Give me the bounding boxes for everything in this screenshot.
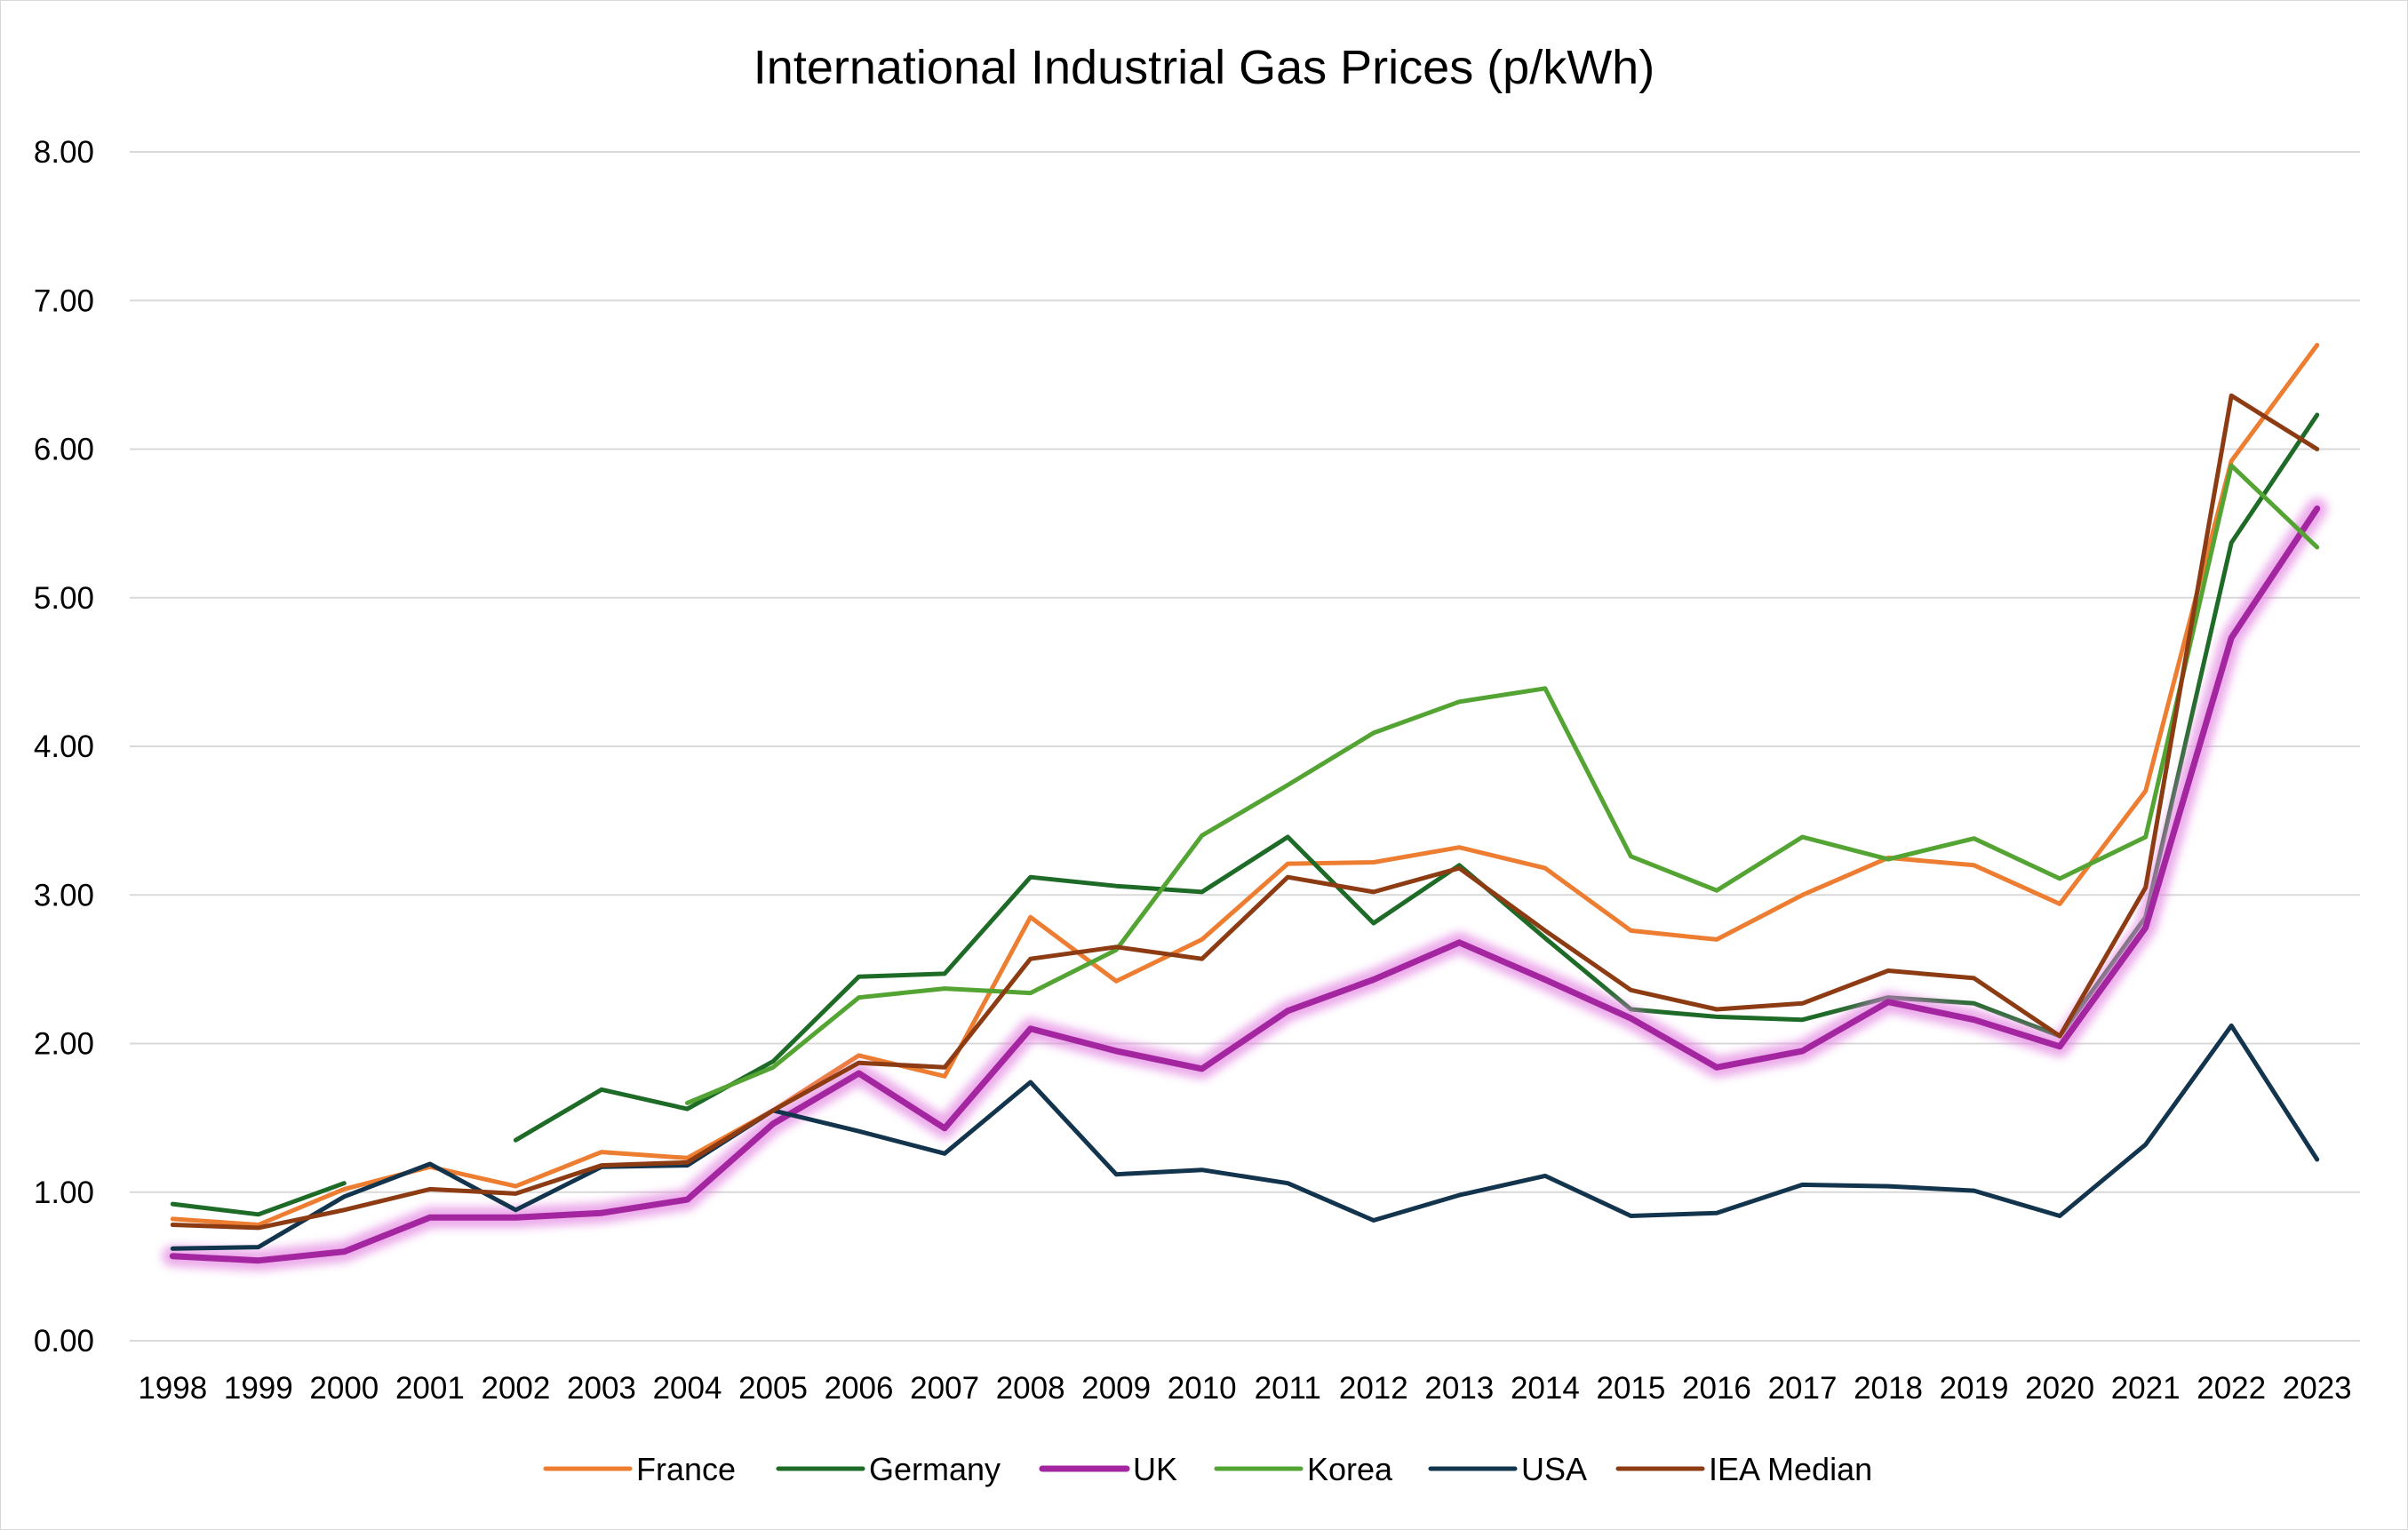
legend-label-uk: UK: [1133, 1451, 1177, 1487]
x-tick-label: 2011: [1255, 1371, 1321, 1406]
y-tick-label: 8.00: [34, 135, 94, 170]
x-tick-label: 2013: [1424, 1371, 1494, 1406]
x-tick-label: 2006: [825, 1371, 894, 1406]
chart-title: International Industrial Gas Prices (p/k…: [753, 41, 1655, 94]
y-tick-label: 1.00: [34, 1175, 94, 1210]
series-iea-median: [170, 393, 2320, 1231]
x-tick-label: 2021: [2111, 1371, 2181, 1406]
series-uk: [162, 498, 2328, 1271]
x-tick-label: 2016: [1682, 1371, 1751, 1406]
y-tick-label: 3.00: [34, 878, 94, 912]
x-tick-label: 2019: [1940, 1371, 2009, 1406]
legend: France Germany UK Korea USA IEA Median: [543, 1451, 1872, 1487]
series-iea-median-line: [170, 393, 2320, 1231]
x-axis-tick-labels: 1998 1999 2000 2001 2002 2003 2004 2005 2006 2007…: [138, 1371, 2351, 1406]
x-tick-label: 2009: [1081, 1371, 1151, 1406]
x-tick-label: 2008: [996, 1371, 1065, 1406]
x-tick-label: 2015: [1596, 1371, 1665, 1406]
series-germany: [170, 412, 2320, 1217]
series-korea: [685, 463, 2320, 1105]
series-germany-line: [513, 412, 2320, 1143]
x-tick-label: 2018: [1854, 1371, 1923, 1406]
series-france: [170, 342, 2320, 1227]
x-tick-label: 1999: [224, 1371, 293, 1406]
x-tick-label: 2002: [481, 1371, 550, 1406]
series-lines: [162, 342, 2328, 1271]
series-usa: [170, 1023, 2320, 1251]
x-tick-label: 2017: [1768, 1371, 1838, 1406]
x-tick-label: 1998: [138, 1371, 207, 1406]
gridlines: [130, 151, 2360, 1342]
x-tick-label: 2014: [1511, 1371, 1580, 1406]
legend-label-iea-median: IEA Median: [1709, 1451, 1872, 1487]
series-uk-glow: [162, 498, 2328, 1271]
x-tick-label: 2004: [653, 1371, 722, 1406]
x-tick-label: 2012: [1339, 1371, 1408, 1406]
y-axis-tick-labels: 0.00 1.00 2.00 3.00 4.00 5.00 6.00 7.00 8.00: [34, 135, 94, 1359]
y-tick-label: 0.00: [34, 1324, 94, 1359]
series-germany-line: [170, 1181, 347, 1217]
series-korea-line: [685, 463, 2320, 1105]
x-tick-label: 2020: [2025, 1371, 2094, 1406]
x-tick-label: 2010: [1168, 1371, 1237, 1406]
legend-label-korea: Korea: [1307, 1451, 1393, 1487]
y-tick-label: 5.00: [34, 581, 94, 616]
x-tick-label: 2000: [309, 1371, 379, 1406]
x-tick-label: 2022: [2197, 1371, 2266, 1406]
x-tick-label: 2001: [395, 1371, 465, 1406]
series-france-line: [170, 342, 2320, 1227]
legend-label-france: France: [636, 1451, 736, 1487]
y-tick-label: 6.00: [34, 433, 94, 467]
legend-label-germany: Germany: [869, 1451, 1001, 1487]
x-tick-label: 2005: [738, 1371, 808, 1406]
y-tick-label: 7.00: [34, 283, 94, 318]
series-usa-line: [170, 1023, 2320, 1251]
series-uk-line: [169, 505, 2321, 1264]
y-tick-label: 4.00: [34, 729, 94, 764]
x-tick-label: 2003: [567, 1371, 636, 1406]
y-tick-label: 2.00: [34, 1027, 94, 1062]
legend-label-usa: USA: [1521, 1451, 1587, 1487]
x-tick-label: 2007: [910, 1371, 979, 1406]
x-tick-label: 2023: [2283, 1371, 2352, 1406]
